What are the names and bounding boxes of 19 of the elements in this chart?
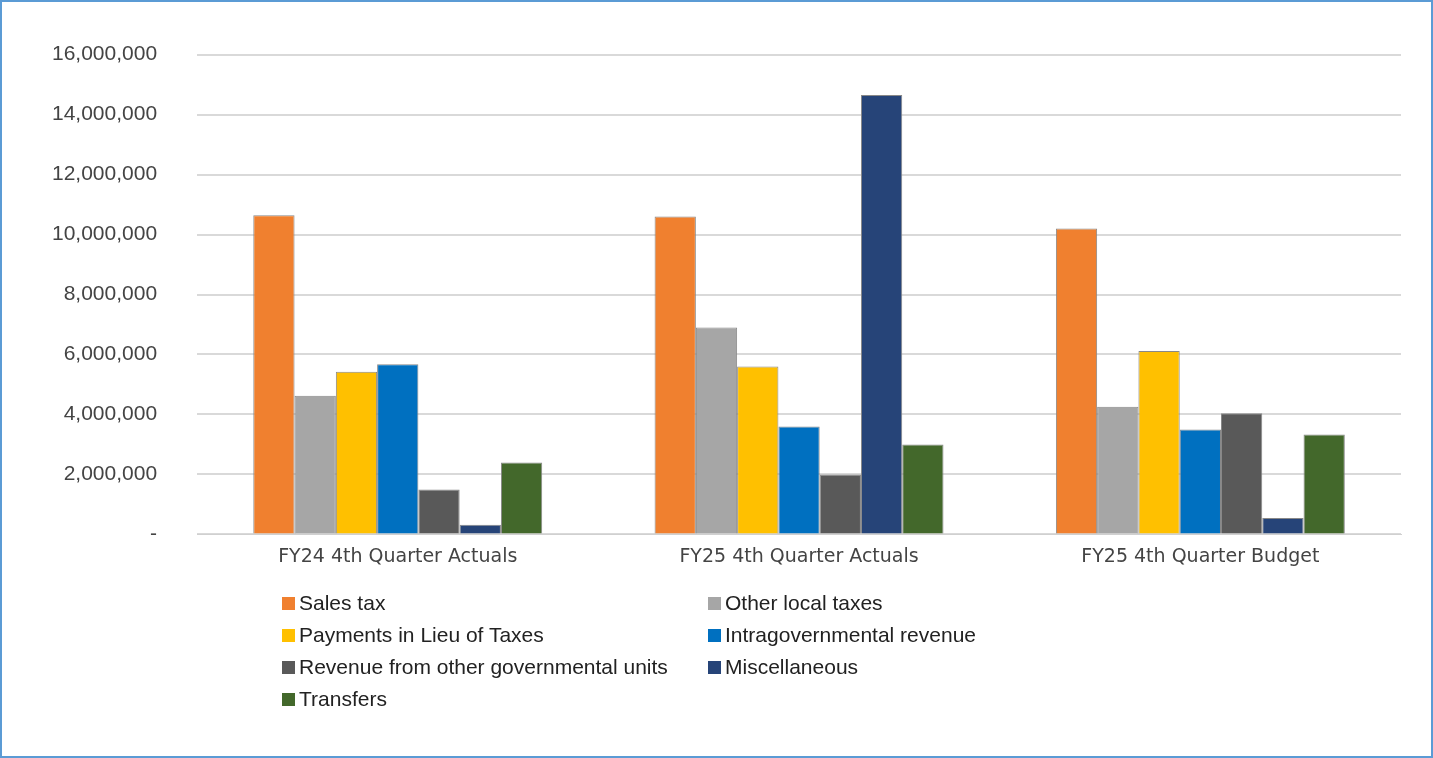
y-tick-label: 16,000,000 [51,41,158,65]
y-tick-label: 2,000,000 [63,461,158,485]
x-tick-label: FY25 4th Quarter Actuals [679,543,919,566]
legend-label: Sales tax [299,591,386,615]
legend-label: Intragovernmental revenue [725,623,976,647]
legend-label: Transfers [299,687,387,711]
y-tick-label: 14,000,000 [51,101,158,125]
y-tick-label: 12,000,000 [51,161,158,185]
x-tick-label: FY24 4th Quarter Actuals [278,543,518,566]
legend-label: Other local taxes [725,591,883,615]
y-tick-label: 10,000,000 [51,221,158,245]
x-tick-label: FY25 4th Quarter Budget [1081,543,1320,566]
legend-label: Revenue from other governmental units [299,655,668,679]
y-tick-label: 6,000,000 [63,341,158,365]
legend-label: Payments in Lieu of Taxes [299,623,544,647]
y-tick-label: 8,000,000 [63,281,158,305]
legend-label: Miscellaneous [725,655,859,679]
y-tick-label: - [150,521,158,545]
y-tick-label: 4,000,000 [63,401,158,425]
